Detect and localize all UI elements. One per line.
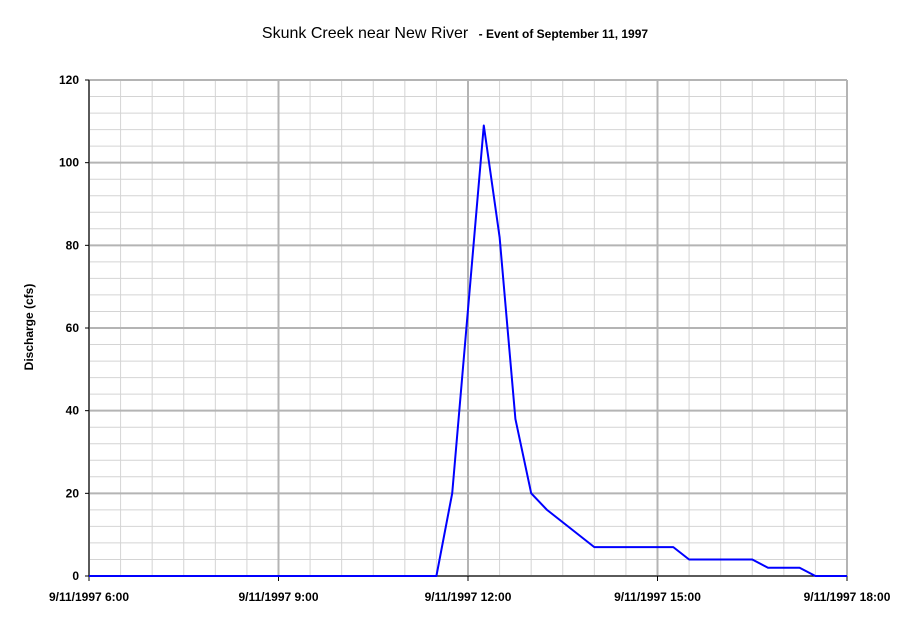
- x-tick-label: 9/11/1997 9:00: [238, 590, 318, 604]
- x-tick-label: 9/11/1997 12:00: [425, 590, 512, 604]
- y-tick-label: 100: [59, 156, 79, 170]
- y-tick-label: 60: [66, 321, 80, 335]
- x-tick-label: 9/11/1997 6:00: [49, 590, 129, 604]
- y-tick-label: 120: [59, 73, 79, 87]
- y-tick-label: 80: [66, 238, 80, 252]
- x-axis-ticks: 9/11/1997 6:00 9/11/1997 9:00 9/11/1997 12…: [49, 576, 891, 604]
- y-axis-ticks: 0 20 40 60 80 100 120: [59, 73, 89, 583]
- series-layer: [89, 124, 847, 577]
- y-tick-label: 40: [66, 404, 80, 418]
- x-tick-label: 9/11/1997 15:00: [614, 590, 701, 604]
- y-tick-label: 20: [66, 486, 80, 500]
- y-axis-label: Discharge (cfs): [22, 284, 36, 371]
- chart-title: Skunk Creek near New River - Event of Se…: [262, 25, 648, 42]
- series-line: [89, 124, 847, 577]
- y-tick-label: 0: [72, 569, 79, 583]
- chart-subtitle: - Event of September 11, 1997: [479, 27, 649, 41]
- x-tick-label: 9/11/1997 18:00: [804, 590, 891, 604]
- chart-title-main: Skunk Creek near New River: [262, 25, 469, 42]
